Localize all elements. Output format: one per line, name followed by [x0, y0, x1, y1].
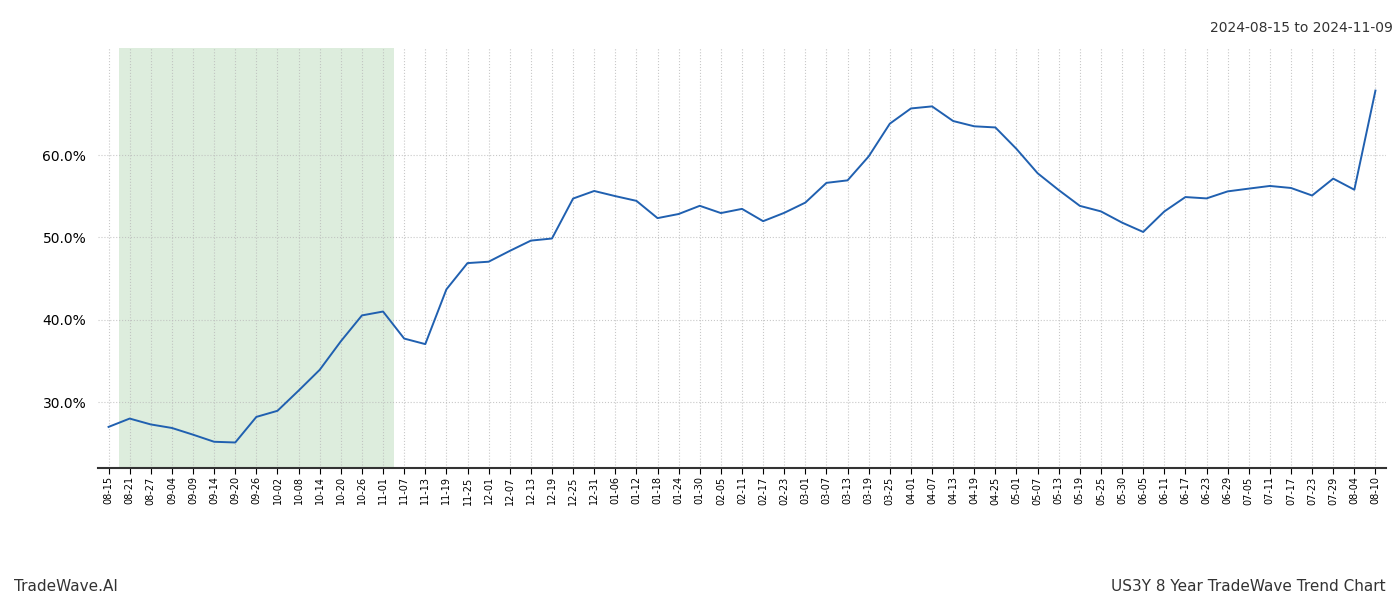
- Text: TradeWave.AI: TradeWave.AI: [14, 579, 118, 594]
- Text: 2024-08-15 to 2024-11-09: 2024-08-15 to 2024-11-09: [1210, 21, 1393, 35]
- Text: US3Y 8 Year TradeWave Trend Chart: US3Y 8 Year TradeWave Trend Chart: [1112, 579, 1386, 594]
- Bar: [119, 48, 393, 468]
